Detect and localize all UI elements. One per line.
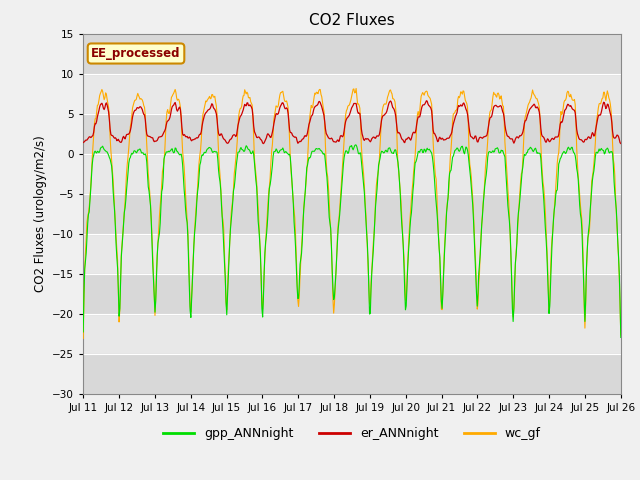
er_ANNnight	[418, 104, 426, 110]
er_ANNnight	[422, 98, 430, 104]
er_ANNnight	[617, 141, 625, 146]
er_ANNnight	[227, 136, 235, 142]
wc_gf	[434, 213, 442, 219]
er_ANNnight	[89, 132, 97, 138]
gpp_ANNnight	[418, 146, 426, 152]
wc_gf	[617, 332, 625, 338]
Bar	[83, 114, 621, 154]
wc_gf	[145, 171, 152, 177]
er_ANNnight	[435, 138, 442, 144]
wc_gf	[89, 144, 97, 150]
Bar	[83, 354, 621, 394]
Bar	[83, 193, 621, 234]
Bar	[83, 274, 621, 313]
Text: EE_processed: EE_processed	[92, 47, 180, 60]
er_ANNnight	[199, 119, 207, 125]
wc_gf	[79, 336, 87, 341]
Line: gpp_ANNnight: gpp_ANNnight	[83, 145, 621, 337]
Legend: gpp_ANNnight, er_ANNnight, wc_gf: gpp_ANNnight, er_ANNnight, wc_gf	[158, 422, 546, 445]
Line: wc_gf: wc_gf	[83, 88, 621, 338]
Y-axis label: CO2 Fluxes (urology/m2/s): CO2 Fluxes (urology/m2/s)	[34, 135, 47, 292]
er_ANNnight	[260, 141, 268, 146]
er_ANNnight	[79, 140, 87, 145]
gpp_ANNnight	[351, 142, 359, 148]
Title: CO2 Fluxes: CO2 Fluxes	[309, 13, 395, 28]
gpp_ANNnight	[227, 217, 235, 223]
wc_gf	[199, 112, 207, 118]
er_ANNnight	[145, 133, 152, 139]
gpp_ANNnight	[199, 153, 207, 158]
gpp_ANNnight	[145, 184, 152, 190]
wc_gf	[227, 210, 235, 216]
Bar	[83, 34, 621, 73]
wc_gf	[352, 85, 360, 91]
wc_gf	[418, 92, 426, 97]
gpp_ANNnight	[79, 329, 87, 335]
Line: er_ANNnight: er_ANNnight	[83, 101, 621, 144]
gpp_ANNnight	[434, 219, 442, 225]
gpp_ANNnight	[617, 335, 625, 340]
gpp_ANNnight	[89, 156, 97, 161]
